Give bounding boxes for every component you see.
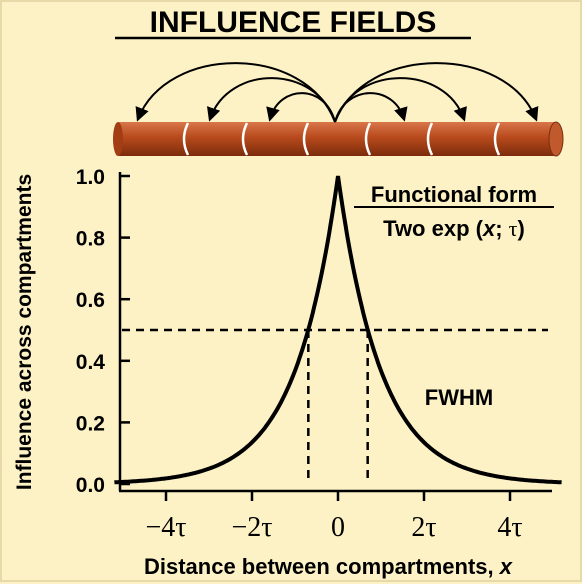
x-ticks: −4τ −2τ 0 2τ 4τ — [145, 491, 523, 543]
y-tick-label: 0.4 — [76, 351, 106, 374]
rod-divider — [302, 122, 310, 156]
formula-label: Two exp (x; τ) — [383, 216, 525, 241]
y-tick-label: 0.8 — [76, 228, 106, 251]
functional-form-heading: Functional form — [371, 182, 537, 207]
formula-tau: τ — [509, 216, 518, 241]
x-axis-label: Distance between compartments, x — [144, 554, 513, 579]
fwhm-label: FWHM — [425, 385, 493, 410]
rod-divider — [241, 122, 249, 156]
y-tick-label: 0.6 — [76, 289, 105, 312]
influence-arrow — [266, 92, 336, 123]
y-ticks: 0.0 0.2 0.4 0.6 0.8 1.0 — [76, 166, 130, 497]
influence-arrow — [334, 62, 539, 123]
formula-var: x — [482, 216, 496, 241]
rod-right-cap — [548, 121, 564, 157]
rod-divider — [426, 122, 434, 156]
influence-arrows — [135, 62, 539, 123]
x-tick-label: −4τ — [145, 512, 186, 543]
x-axis-label-text: Distance between compartments, — [144, 554, 500, 579]
rod-body — [118, 122, 556, 156]
rod-divider — [493, 122, 501, 156]
x-tick-label: −2τ — [231, 512, 272, 543]
x-tick-label: 0 — [331, 512, 345, 543]
rod-divider — [182, 122, 190, 156]
y-tick-label: 1.0 — [76, 166, 105, 189]
cable-rod — [113, 121, 564, 157]
influence-curve — [114, 175, 562, 485]
y-axis-label: Influence across compartments — [13, 174, 36, 490]
formula-suffix: ) — [518, 216, 525, 241]
formula-prefix: Two exp ( — [383, 216, 483, 241]
formula-sep: ; — [495, 216, 508, 241]
influence-arrow — [334, 77, 467, 123]
y-tick-label: 0.0 — [76, 474, 105, 497]
rod-left-cap — [113, 122, 123, 156]
x-axis-label-var: x — [499, 554, 513, 579]
half-max-guides — [122, 328, 548, 484]
y-tick-label: 0.2 — [76, 412, 105, 435]
x-tick-label: 2τ — [411, 512, 436, 543]
influence-arrow — [334, 92, 408, 123]
plot-axes — [118, 172, 552, 493]
rod-divider — [364, 122, 372, 156]
influence-arrow — [207, 77, 336, 123]
rod-dividers — [182, 122, 501, 156]
x-tick-label: 4τ — [497, 512, 522, 543]
page-title: INFLUENCE FIELDS — [150, 6, 437, 39]
